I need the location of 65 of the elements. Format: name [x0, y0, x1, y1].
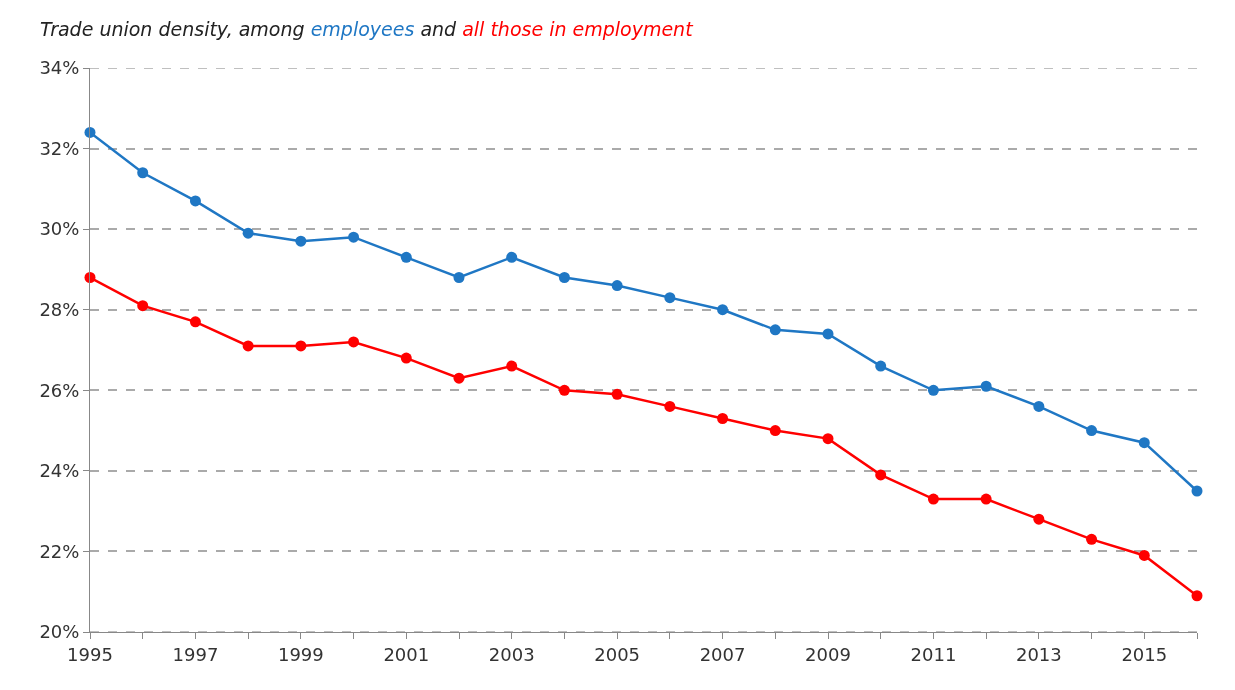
point: [1191, 590, 1203, 602]
x-tick-label: 2007: [699, 643, 746, 665]
point: [453, 271, 465, 283]
point: [769, 425, 781, 437]
point: [400, 251, 412, 263]
x-tick-label: 2009: [805, 643, 851, 665]
point: [137, 300, 149, 312]
y-tick-label: 22%: [39, 540, 80, 562]
point: [558, 384, 570, 396]
point: [927, 384, 939, 396]
y-tick-label: 24%: [39, 460, 80, 482]
point: [611, 388, 623, 400]
y-tick-label: 28%: [39, 299, 80, 321]
point: [453, 372, 465, 384]
x-tick-label: 1999: [277, 643, 324, 665]
y-tick-label: 26%: [39, 379, 80, 401]
point: [1191, 485, 1203, 497]
point: [1033, 400, 1045, 412]
y-tick-label: 34%: [39, 57, 80, 79]
point: [1086, 425, 1098, 437]
text: and: [420, 18, 457, 40]
y-tick-label: 30%: [39, 218, 80, 240]
x-tick-label: 2003: [488, 643, 535, 665]
point: [664, 400, 676, 412]
point: [400, 352, 412, 364]
point: [875, 469, 887, 481]
x-tick-label: 2005: [594, 643, 641, 665]
point: [189, 316, 201, 328]
point: [1033, 513, 1045, 525]
point: [769, 324, 781, 336]
x-tick-label: 2001: [383, 643, 430, 665]
point: [295, 340, 307, 352]
point: [822, 433, 834, 445]
point: [558, 271, 570, 283]
point: [1138, 437, 1150, 449]
x-tick-label: 1997: [172, 643, 219, 665]
point: [875, 360, 887, 372]
point: [295, 235, 307, 247]
point: [506, 251, 518, 263]
point: [506, 360, 518, 372]
point: [980, 380, 992, 392]
point: [348, 231, 360, 243]
point: [927, 493, 939, 505]
point: [822, 328, 834, 340]
point: [980, 493, 992, 505]
y-tick-label: 32%: [39, 137, 80, 159]
x-tick-label: 2011: [910, 643, 957, 665]
point: [717, 304, 729, 316]
x-tick-label: 2013: [1015, 643, 1062, 665]
point: [242, 227, 254, 239]
point: [1086, 533, 1098, 545]
text: Trade union density, among: [40, 18, 305, 40]
point: [348, 336, 360, 348]
point: [611, 280, 623, 292]
point: [189, 195, 201, 207]
y-tick-label: 20%: [39, 621, 80, 643]
point: [1138, 549, 1150, 561]
text: all those in employment: [462, 18, 693, 40]
x-tick-label: 2015: [1121, 643, 1168, 665]
text: employees: [310, 18, 415, 40]
point: [242, 340, 254, 352]
point: [717, 412, 729, 424]
point: [137, 167, 149, 179]
point: [664, 292, 676, 304]
x-tick-label: 1995: [67, 643, 113, 665]
